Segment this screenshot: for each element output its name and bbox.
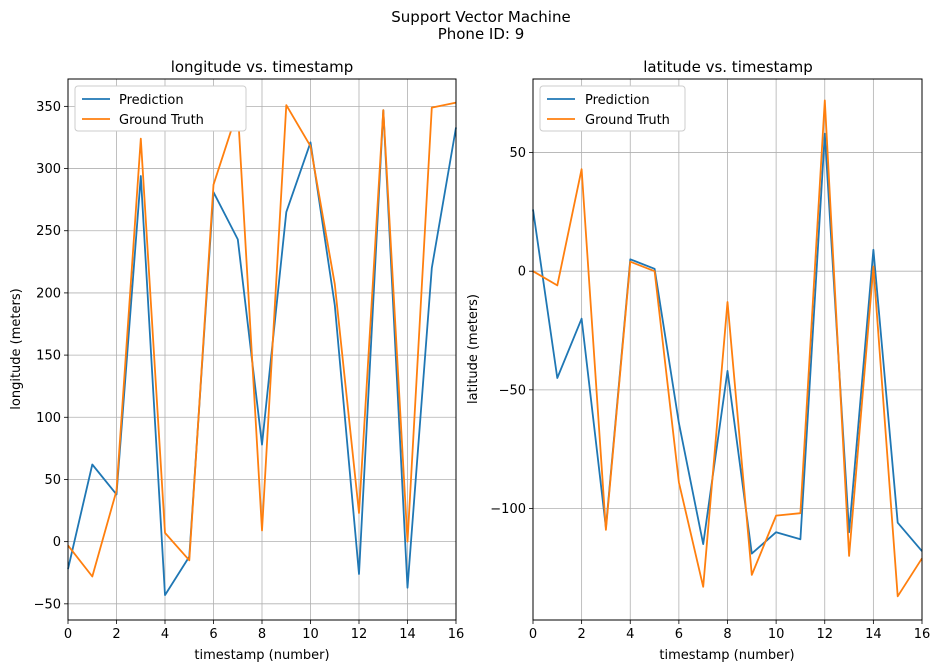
left-chart: longitude vs. timestamp 0 2 4 6 8 10 12 14 16 −50… [9,58,464,663]
right-chart: latitude vs. timestamp 0 2 4 6 8 10 12 14 16 −100… [466,58,930,663]
left-chart-title: longitude vs. timestamp [171,58,354,76]
suptitle-line-2: Phone ID: 9 [438,25,525,43]
left-x-tick-label: 4 [161,627,169,642]
right-legend-prediction-label: Prediction [585,93,650,108]
right-y-axis-label: latitude (meters) [466,294,481,404]
left-x-tick-label: 12 [351,627,368,642]
left-y-tick-label: 250 [36,224,61,239]
right-x-tick-label: 2 [577,627,585,642]
left-x-tick-label: 8 [258,627,266,642]
left-y-tick-label: 300 [36,162,61,177]
suptitle-line-1: Support Vector Machine [391,8,570,26]
right-x-tick-label: 4 [626,627,634,642]
left-x-tick-label: 2 [112,627,120,642]
right-series [532,99,923,598]
right-x-tick-label: 8 [723,627,731,642]
right-legend-box [539,85,686,132]
left-x-tick-label: 16 [448,627,465,642]
right-y-tick-label: 0 [518,265,526,280]
left-y-tick-label: 100 [36,411,61,426]
right-x-tick-label: 6 [675,627,683,642]
right-ticks: 0 2 4 6 8 10 12 14 16 −100 −50 0 50 [490,146,930,642]
left-x-axis-label: timestamp (number) [194,648,329,663]
right-x-tick-label: 10 [768,627,785,642]
right-x-tick-label: 12 [816,627,833,642]
left-y-tick-label: 350 [36,100,61,115]
right-y-tick-label: 50 [509,146,526,161]
left-legend-box [74,85,247,132]
left-y-tick-label: 0 [53,535,61,550]
right-grid [532,79,923,620]
right-x-tick-label: 14 [865,627,882,642]
left-grid [67,79,457,620]
right-y-tick-label: −50 [499,383,526,398]
left-legend: Prediction Ground Truth [74,85,247,132]
right-x-tick-label: 0 [529,627,537,642]
right-chart-title: latitude vs. timestamp [643,58,812,76]
right-x-axis-label: timestamp (number) [659,648,794,663]
left-y-tick-label: −50 [34,597,61,612]
left-y-axis-label: longitude (meters) [9,288,24,409]
right-prediction-line [532,132,923,555]
right-legend: Prediction Ground Truth [539,85,686,132]
right-legend-ground-truth-label: Ground Truth [585,113,670,128]
left-y-tick-label: 150 [36,349,61,364]
left-y-tick-label: 200 [36,286,61,301]
left-x-tick-label: 6 [209,627,217,642]
right-ground-truth-line [532,99,923,598]
left-legend-ground-truth-label: Ground Truth [119,113,204,128]
left-x-tick-label: 10 [302,627,319,642]
left-ground-truth-line [67,101,457,578]
right-x-tick-label: 16 [914,627,931,642]
left-x-tick-label: 0 [64,627,72,642]
right-y-tick-label: −100 [490,502,526,517]
left-x-tick-label: 14 [399,627,416,642]
left-y-tick-label: 50 [44,473,61,488]
left-legend-prediction-label: Prediction [119,93,184,108]
left-series [67,101,457,596]
